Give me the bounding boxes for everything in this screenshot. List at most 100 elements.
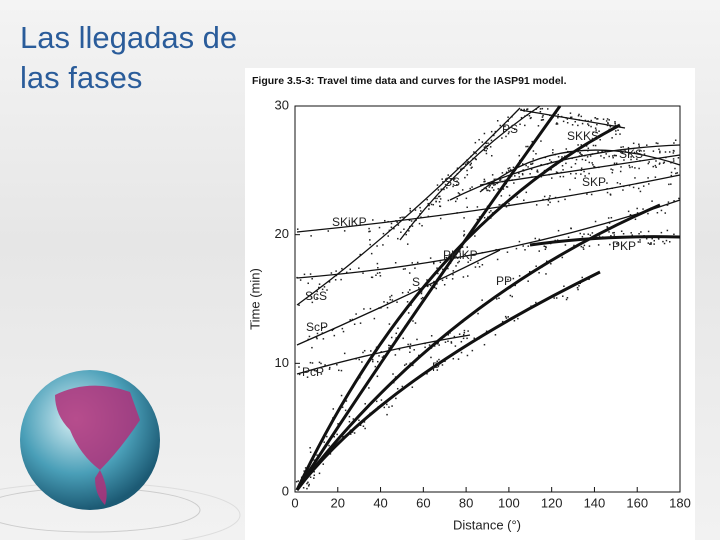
scatter-dot xyxy=(447,267,449,270)
scatter-dot xyxy=(577,144,579,146)
scatter-dot xyxy=(486,147,488,150)
scatter-dot xyxy=(323,326,326,328)
scatter-dot xyxy=(409,351,411,353)
scatter-dot xyxy=(359,424,362,426)
scatter-dot xyxy=(630,232,632,234)
scatter-dot xyxy=(481,263,484,266)
scatter-dot xyxy=(590,125,592,128)
scatter-dot xyxy=(458,251,461,253)
scatter-dot xyxy=(496,298,498,300)
curve xyxy=(295,203,661,491)
scatter-dot xyxy=(469,187,471,190)
scatter-dot xyxy=(450,342,453,344)
scatter-dot xyxy=(636,207,638,210)
scatter-dot xyxy=(512,277,515,280)
scatter-dot xyxy=(462,337,465,340)
scatter-dot xyxy=(467,330,469,332)
scatter-dot xyxy=(429,284,432,287)
scatter-dot xyxy=(352,418,355,420)
scatter-dot xyxy=(580,153,582,156)
scatter-dot xyxy=(535,301,537,304)
scatter-dot xyxy=(359,322,362,324)
scatter-dot xyxy=(557,229,560,232)
scatter-dot xyxy=(539,108,542,110)
scatter-dot xyxy=(368,227,370,230)
curve xyxy=(519,109,626,129)
scatter-dot xyxy=(436,283,438,285)
scatter-dot xyxy=(606,191,609,194)
scatter-dot xyxy=(421,296,424,299)
scatter-dot xyxy=(349,319,351,321)
scatter-dot xyxy=(460,351,463,354)
scatter-dot xyxy=(420,216,422,218)
scatter-dot xyxy=(628,184,631,187)
scatter-dot xyxy=(432,262,435,265)
scatter-dot xyxy=(481,141,484,143)
scatter-dot xyxy=(541,116,544,118)
scatter-dot xyxy=(304,467,307,469)
curve xyxy=(296,334,471,375)
scatter-dot xyxy=(308,335,311,338)
scatter-dot xyxy=(601,150,603,152)
scatter-dot xyxy=(652,165,654,168)
scatter-dot xyxy=(318,286,320,289)
scatter-dot xyxy=(612,242,615,244)
scatter-dot xyxy=(639,241,641,243)
scatter-dot xyxy=(438,344,440,346)
scatter-dot xyxy=(452,357,455,360)
scatter-dot xyxy=(411,386,414,388)
scatter-dot xyxy=(311,301,314,304)
scatter-dot xyxy=(588,278,590,281)
scatter-dot xyxy=(620,166,622,168)
scatter-dot xyxy=(579,152,581,154)
scatter-dot xyxy=(316,297,318,299)
scatter-dot xyxy=(306,376,309,378)
scatter-dot xyxy=(467,275,469,277)
scatter-dot xyxy=(426,285,429,288)
scatter-dot xyxy=(540,175,543,178)
scatter-dot xyxy=(441,279,444,282)
scatter-dot xyxy=(484,180,486,183)
scatter-dot xyxy=(508,194,511,197)
scatter-dot xyxy=(577,150,579,153)
scatter-dot xyxy=(393,227,395,230)
scatter-dot xyxy=(555,297,558,299)
scatter-dot xyxy=(662,240,664,243)
scatter-dot xyxy=(493,178,496,181)
scatter-dot xyxy=(378,226,381,229)
scatter-dot xyxy=(570,227,572,229)
scatter-dot xyxy=(570,166,573,168)
scatter-dot xyxy=(359,253,361,256)
scatter-dot xyxy=(436,197,438,200)
scatter-dot xyxy=(370,276,373,279)
scatter-dot xyxy=(458,193,461,195)
scatter-dot xyxy=(647,230,650,233)
scatter-dot xyxy=(321,288,324,291)
scatter-dot xyxy=(538,271,540,274)
scatter-dot xyxy=(353,323,356,326)
scatter-dot xyxy=(517,317,519,320)
scatter-dot xyxy=(322,338,325,340)
figure-caption: Figure 3.5-3: Travel time data and curve… xyxy=(252,75,567,87)
scatter-dot xyxy=(545,260,548,262)
scatter-dot xyxy=(639,190,642,193)
scatter-dot xyxy=(442,268,444,271)
scatter-dot xyxy=(494,334,497,336)
scatter-dot xyxy=(610,216,613,219)
scatter-dot xyxy=(513,319,516,322)
scatter-dot xyxy=(374,365,377,368)
scatter-dot xyxy=(298,366,300,368)
scatter-dot xyxy=(552,149,554,151)
scatter-dot xyxy=(334,279,337,281)
scatter-dot xyxy=(655,142,658,144)
scatter-dot xyxy=(371,358,374,361)
scatter-dot xyxy=(586,193,588,195)
scatter-dot xyxy=(648,183,650,185)
scatter-dot xyxy=(537,125,540,127)
scatter-dot xyxy=(474,235,476,237)
scatter-dot xyxy=(583,244,586,247)
scatter-dot xyxy=(470,167,472,169)
scatter-dot xyxy=(597,244,600,246)
scatter-dot xyxy=(588,161,591,164)
scatter-dot xyxy=(433,345,436,347)
